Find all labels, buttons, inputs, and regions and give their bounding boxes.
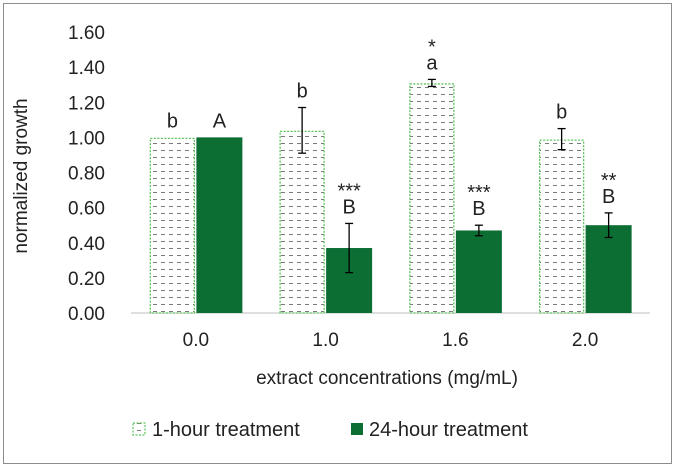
y-tick-label: 1.00	[68, 128, 105, 149]
significance-letter: B	[472, 198, 485, 220]
bar-1-hour[interactable]	[279, 130, 325, 314]
bar-1-hour[interactable]	[149, 137, 196, 314]
bar-1-hour[interactable]	[409, 83, 455, 314]
legend-item-24-hour[interactable]: 24-hour treatment	[351, 419, 528, 441]
significance-stars: ***	[467, 182, 491, 204]
legend-item-1-hour[interactable]: 1-hour treatment	[132, 419, 300, 441]
significance-stars: *	[428, 36, 436, 58]
bar-24-hour[interactable]	[455, 230, 502, 313]
legend-label-24-hour: 24-hour treatment	[369, 419, 528, 441]
x-tick-label: 0.0	[183, 330, 209, 351]
bar-24-hour[interactable]	[196, 137, 243, 313]
chart-frame	[3, 3, 672, 464]
significance-stars: ***	[337, 180, 361, 202]
y-tick-label: 0.20	[68, 269, 105, 290]
x-axis-title: extract concentrations (mg/mL)	[256, 368, 518, 389]
legend-swatch-1-hour	[132, 422, 146, 436]
y-tick-label: 1.20	[68, 93, 105, 114]
legend: 1-hour treatment 24-hour treatment	[132, 419, 528, 441]
significance-letter: a	[426, 52, 438, 74]
x-tick-label: 2.0	[572, 330, 598, 351]
significance-stars: **	[601, 170, 617, 192]
y-tick-label: 0.80	[68, 164, 105, 185]
legend-swatch-24-hour	[351, 423, 363, 435]
x-tick-label: 1.6	[442, 330, 468, 351]
y-tick-label: 1.40	[68, 58, 105, 79]
y-tick-label: 0.00	[68, 304, 105, 325]
significance-letter: b	[167, 110, 178, 132]
significance-letter: b	[297, 81, 308, 103]
legend-label-1-hour: 1-hour treatment	[152, 419, 300, 441]
significance-letter: B	[602, 186, 615, 208]
y-axis-title: normalized growth	[11, 98, 32, 253]
significance-letter: A	[213, 110, 227, 132]
significance-letter: b	[556, 102, 567, 124]
y-tick-label: 0.60	[68, 199, 105, 220]
y-tick-label: 0.40	[68, 234, 105, 255]
y-tick-label: 1.60	[68, 23, 105, 44]
x-tick-label: 1.0	[312, 330, 338, 351]
bar-24-hour[interactable]	[585, 225, 632, 313]
significance-letter: B	[342, 196, 355, 218]
bar-1-hour[interactable]	[538, 139, 585, 314]
